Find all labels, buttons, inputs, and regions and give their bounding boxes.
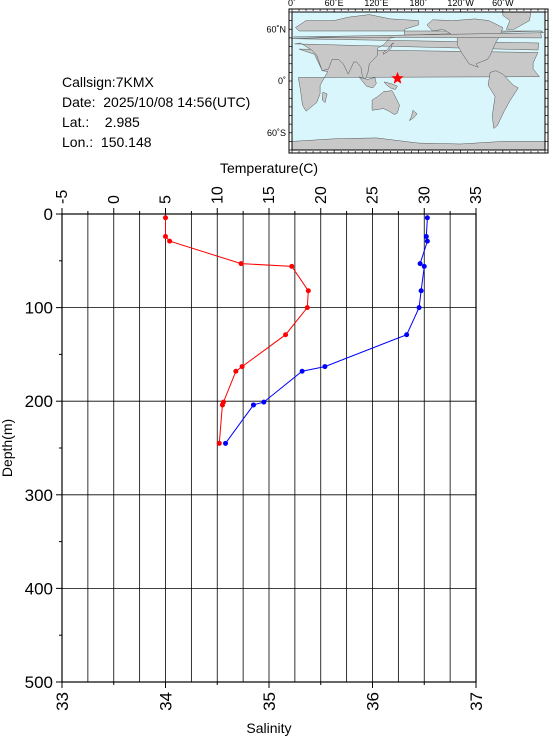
temperature-profile-line: [165, 217, 309, 444]
temperature-data-point: [305, 288, 311, 294]
temperature-data-point: [163, 215, 168, 221]
salinity-data-point: [423, 233, 429, 239]
temperature-tick-label: 5: [158, 195, 175, 204]
north-america-shape: [426, 18, 504, 68]
temperature-data-point: [220, 399, 226, 405]
temperature-tick-label: -5: [54, 190, 71, 204]
date-text: Date: 2025/10/08 14:56(UTC): [62, 94, 251, 110]
salinity-data-point: [261, 399, 267, 405]
uk-shape: [293, 30, 545, 39]
temperature-data-point: [304, 305, 310, 311]
depth-tick-label: 300: [25, 486, 53, 505]
station-info: Callsign:7KMX Date: 2025/10/08 14:56(UTC…: [62, 72, 250, 152]
callsign-text: Callsign:7KMX: [62, 74, 154, 90]
japan-shape: [383, 42, 395, 55]
plot-frame: [61, 213, 477, 683]
temperature-data-point: [216, 440, 222, 446]
madagascar-shape: [321, 91, 328, 104]
longitude-text: Lon.: 150.148: [62, 134, 152, 150]
map-lon-label: 60˚E: [325, 0, 344, 8]
salinity-tick-label: 34: [157, 692, 176, 711]
latitude-text: Lat.: 2.985: [62, 114, 140, 130]
depth-tick-label: 100: [25, 299, 53, 318]
new-guinea-shape: [383, 81, 398, 90]
temperature-tick-label: 0: [106, 195, 123, 204]
salinity-axis-title: Salinity: [246, 720, 291, 736]
temperature-data-point: [163, 233, 168, 239]
salinity-data-point: [424, 238, 430, 244]
salinity-data-point: [223, 440, 229, 446]
europe-asia-shape: [291, 14, 542, 81]
salinity-tick-label: 33: [53, 692, 72, 711]
map-lon-label: 120˚E: [364, 0, 388, 8]
temperature-data-point: [233, 368, 239, 374]
salinity-tick-label: 36: [364, 692, 383, 711]
salinity-data-point: [418, 288, 424, 294]
map-lon-label: 180˚: [409, 0, 427, 8]
salinity-tick-label: 35: [260, 692, 279, 711]
world-map: 0˚ 60˚E 120˚E 180˚ 120˚W 60˚W 60˚N 0˚ 60˚S: [266, 0, 549, 154]
temperature-data-point: [239, 364, 245, 370]
salinity-data-point: [299, 368, 305, 374]
temperature-data-point: [167, 238, 173, 244]
indonesia-shape: [358, 76, 377, 89]
temperature-tick-label: 25: [365, 186, 382, 204]
new-zealand-shape: [409, 109, 418, 121]
map-lon-label: 0˚: [288, 0, 296, 8]
map-lat-label: 0˚: [278, 76, 286, 86]
salinity-data-point: [417, 261, 423, 267]
salinity-data-point: [322, 364, 328, 370]
salinity-profile-line: [225, 217, 428, 444]
salinity-tick-label: 37: [467, 692, 486, 711]
salinity-data-point: [424, 215, 430, 221]
south-america-shape: [487, 70, 519, 129]
temperature-tick-label: 15: [261, 186, 278, 204]
station-marker: [391, 71, 404, 84]
australia-shape: [371, 90, 400, 115]
temperature-tick-label: 35: [468, 186, 485, 204]
map-lon-label: 120˚W: [447, 0, 474, 8]
salinity-data-point: [250, 402, 256, 408]
depth-tick-label: 500: [25, 673, 53, 692]
salinity-data-point: [416, 305, 422, 311]
depth-tick-label: 400: [25, 579, 53, 598]
map-lat-label: 60˚N: [266, 24, 286, 34]
depth-axis-title: Depth(m): [0, 419, 15, 477]
temperature-tick-label: 20: [313, 186, 330, 204]
depth-tick-label: 0: [44, 205, 53, 224]
depth-tick-label: 200: [25, 392, 53, 411]
temperature-data-point: [283, 332, 289, 338]
temperature-tick-label: 30: [416, 186, 433, 204]
salinity-data-point: [404, 332, 410, 338]
temperature-data-point: [219, 402, 225, 408]
temperature-data-point: [238, 261, 244, 267]
temperature-tick-label: 10: [209, 186, 226, 204]
map-lon-label: 60˚W: [492, 0, 514, 8]
salinity-data-point: [421, 263, 427, 269]
temperature-data-point: [289, 263, 295, 269]
map-lat-label: 60˚S: [267, 128, 286, 138]
